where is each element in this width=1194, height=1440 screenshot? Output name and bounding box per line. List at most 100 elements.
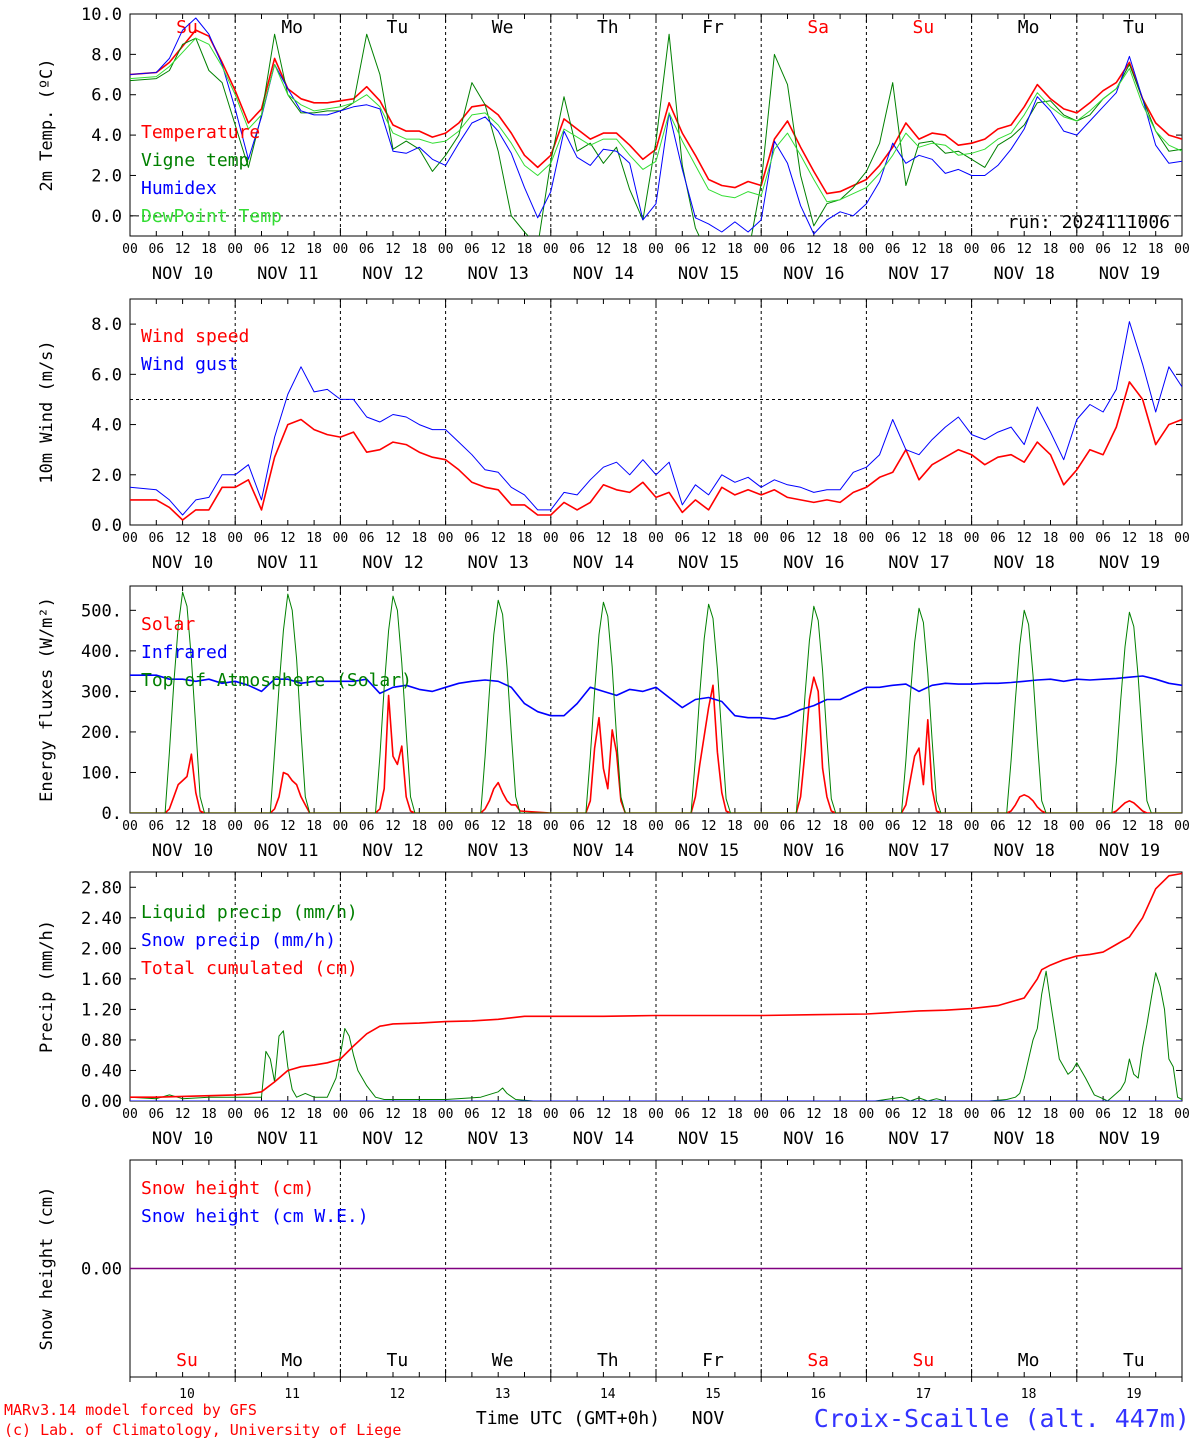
weekday-label: Su xyxy=(913,17,935,38)
day-number: 16 xyxy=(810,1387,826,1402)
hour-tick-label: 18 xyxy=(727,1107,743,1122)
legend-entry: Wind gust xyxy=(141,354,239,375)
hour-tick-label: 12 xyxy=(490,242,506,257)
series-line-vigne-temp xyxy=(130,33,1182,236)
time-axis-title: Time UTC (GMT+0h) xyxy=(476,1408,660,1429)
hour-tick-label: 12 xyxy=(806,531,822,546)
hour-tick-label: 18 xyxy=(411,1107,427,1122)
weekday-label: Su xyxy=(176,1350,198,1371)
y-tick-label: 500. xyxy=(81,601,122,621)
series-group xyxy=(130,321,1182,521)
hour-tick-label: 18 xyxy=(1043,242,1059,257)
hour-tick-label: 00 xyxy=(859,531,875,546)
footer: MARv3.14 model forced by GFS (c) Lab. of… xyxy=(4,1401,1190,1439)
hour-tick-label: 00 xyxy=(227,1107,243,1122)
hour-tick-label: 06 xyxy=(674,819,690,834)
legend-entry: Snow precip (mm/h) xyxy=(141,930,336,951)
legend-entry: Vigne temp xyxy=(141,150,249,171)
legend-entry: Liquid precip (mm/h) xyxy=(141,902,358,923)
y-axis-title: Energy fluxes (W/m²) xyxy=(37,597,57,802)
hour-tick-label: 00 xyxy=(1069,242,1085,257)
weekday-label: Tu xyxy=(387,17,409,38)
series-line-solar xyxy=(130,676,1182,813)
weekday-label: Sa xyxy=(807,1350,829,1371)
hour-tick-label: 18 xyxy=(937,242,953,257)
hour-tick-label: 18 xyxy=(1148,819,1164,834)
hour-tick-label: 18 xyxy=(411,531,427,546)
weekday-label: Tu xyxy=(1123,17,1145,38)
series-line-humidex xyxy=(130,17,1182,235)
hour-tick-label: 18 xyxy=(306,531,322,546)
hour-tick-label: 12 xyxy=(385,242,401,257)
hour-tick-label: 00 xyxy=(333,531,349,546)
hour-tick-label: 12 xyxy=(701,819,717,834)
day-number: 11 xyxy=(284,1387,300,1402)
hour-tick-label: 12 xyxy=(1016,242,1032,257)
hour-tick-label: 06 xyxy=(464,819,480,834)
hour-tick-label: 18 xyxy=(201,531,217,546)
hour-tick-label: 06 xyxy=(990,1107,1006,1122)
legend-entry: Humidex xyxy=(141,178,217,199)
y-tick-label: 0.00 xyxy=(81,1092,122,1112)
day-label: NOV 12 xyxy=(362,841,423,861)
hour-tick-label: 18 xyxy=(1043,819,1059,834)
hour-tick-label: 06 xyxy=(254,1107,270,1122)
y-tick-label: 100. xyxy=(81,763,122,783)
day-label: NOV 17 xyxy=(888,264,949,284)
hour-tick-label: 06 xyxy=(254,242,270,257)
hour-tick-label: 12 xyxy=(490,531,506,546)
hour-tick-label: 18 xyxy=(517,819,533,834)
hour-tick-label: 18 xyxy=(622,1107,638,1122)
hour-tick-label: 06 xyxy=(1095,242,1111,257)
y-tick-label: 1.20 xyxy=(81,1000,122,1020)
weekday-label: We xyxy=(492,1350,514,1371)
day-label: NOV 11 xyxy=(257,841,318,861)
hour-tick-label: 12 xyxy=(1016,819,1032,834)
hour-tick-label: 12 xyxy=(701,1107,717,1122)
weekday-label: Fr xyxy=(702,17,724,38)
legend-entry: Snow height (cm W.E.) xyxy=(141,1206,369,1227)
day-label: NOV 12 xyxy=(362,1129,423,1149)
legend-entry: Top of Atmosphere (Solar) xyxy=(141,670,412,691)
hour-tick-label: 18 xyxy=(411,242,427,257)
day-label: NOV 10 xyxy=(152,841,213,861)
hour-tick-label: 18 xyxy=(201,242,217,257)
hour-tick-label: 06 xyxy=(780,819,796,834)
legend-entry: Snow height (cm) xyxy=(141,1178,314,1199)
hour-tick-label: 00 xyxy=(859,242,875,257)
day-label: NOV 13 xyxy=(467,841,528,861)
hour-tick-label: 06 xyxy=(674,242,690,257)
hour-tick-label: 12 xyxy=(911,1107,927,1122)
legend-entry: Infrared xyxy=(141,642,228,663)
hour-tick-label: 12 xyxy=(596,242,612,257)
day-number: 15 xyxy=(705,1387,721,1402)
weekday-label: Sa xyxy=(807,17,829,38)
day-number: 18 xyxy=(1021,1387,1037,1402)
day-label: NOV 16 xyxy=(783,841,844,861)
hour-tick-label: 06 xyxy=(990,531,1006,546)
day-number: 19 xyxy=(1126,1387,1142,1402)
hour-tick-label: 12 xyxy=(911,242,927,257)
weekday-label: Mo xyxy=(281,17,303,38)
day-label: NOV 19 xyxy=(1099,553,1160,573)
day-label: NOV 17 xyxy=(888,553,949,573)
hour-tick-label: 00 xyxy=(648,1107,664,1122)
day-label: NOV 10 xyxy=(152,1129,213,1149)
day-label: NOV 13 xyxy=(467,264,528,284)
hour-tick-label: 00 xyxy=(333,1107,349,1122)
series-group xyxy=(130,872,1182,1101)
hour-tick-label: 18 xyxy=(411,819,427,834)
hour-tick-label: 12 xyxy=(911,819,927,834)
hour-tick-label: 12 xyxy=(806,242,822,257)
hour-tick-label: 00 xyxy=(122,819,138,834)
run-label: run: 2024111006 xyxy=(1007,212,1170,233)
hour-tick-label: 18 xyxy=(517,242,533,257)
model-credit: MARv3.14 model forced by GFS xyxy=(4,1401,257,1419)
hour-tick-label: 00 xyxy=(859,1107,875,1122)
hour-tick-label: 06 xyxy=(569,242,585,257)
hour-tick-label: 18 xyxy=(306,242,322,257)
hour-tick-label: 00 xyxy=(1069,819,1085,834)
hour-tick-label: 06 xyxy=(569,819,585,834)
day-number: 12 xyxy=(390,1387,406,1402)
legend-entry: Temperature xyxy=(141,122,260,143)
